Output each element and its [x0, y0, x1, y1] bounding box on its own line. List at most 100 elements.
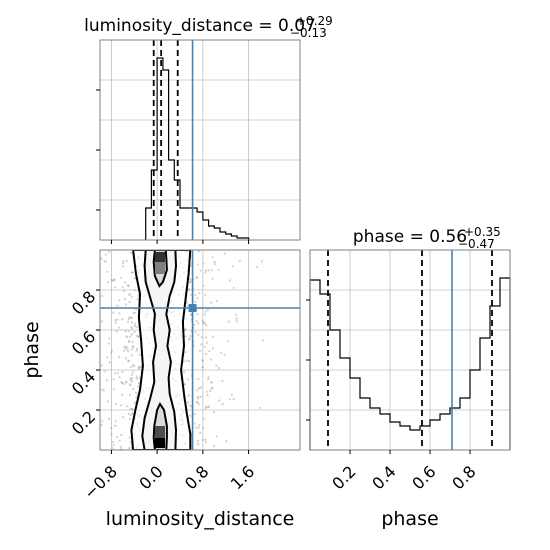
truth-marker — [188, 304, 197, 312]
scatter-point — [188, 337, 191, 340]
scatter-point — [128, 293, 131, 296]
scatter-point — [195, 401, 199, 404]
scatter-point — [94, 334, 96, 336]
scatter-point — [215, 299, 218, 303]
scatter-point — [126, 350, 130, 353]
phase-title-prefix: phase = — [353, 227, 429, 247]
scatter-point — [131, 371, 134, 374]
scatter-point — [125, 335, 128, 338]
scatter-point — [122, 265, 125, 268]
scatter-point — [208, 349, 211, 353]
scatter-point — [196, 389, 199, 392]
scatter-point — [112, 388, 115, 391]
scatter-point — [136, 334, 139, 338]
scatter-point — [223, 252, 227, 255]
scatter-point — [131, 340, 134, 344]
scatter-point — [256, 266, 259, 269]
scatter-point — [203, 322, 206, 326]
joint-y-tick-label: 0.6 — [68, 327, 99, 358]
scatter-point — [133, 365, 136, 368]
scatter-point — [136, 298, 139, 301]
scatter-point — [194, 293, 197, 296]
scatter-point — [204, 441, 207, 444]
scatter-point — [203, 417, 206, 420]
scatter-point — [118, 376, 121, 379]
scatter-point — [189, 335, 192, 338]
scatter-point — [86, 447, 88, 449]
scatter-point — [127, 330, 130, 333]
scatter-point — [96, 269, 98, 271]
scatter-point — [129, 384, 132, 387]
scatter-point — [118, 356, 121, 359]
scatter-point — [130, 316, 133, 319]
scatter-point — [106, 400, 109, 403]
scatter-point — [199, 386, 202, 389]
scatter-point — [134, 391, 138, 394]
scatter-point — [203, 345, 206, 348]
joint-frame — [99, 249, 301, 451]
scatter-point — [110, 278, 113, 281]
scatter-point — [201, 438, 205, 442]
scatter-point — [115, 330, 118, 333]
scatter-point — [188, 288, 191, 291]
scatter-point — [189, 281, 192, 284]
scatter-point — [94, 435, 96, 437]
scatter-point — [130, 271, 133, 274]
scatter-point — [131, 271, 134, 274]
scatter-point — [206, 308, 209, 311]
scatter-point — [204, 293, 207, 296]
scatter-point — [195, 320, 198, 323]
scatter-point — [235, 320, 238, 323]
scatter-point — [210, 381, 213, 384]
scatter-point — [106, 356, 109, 359]
scatter-point — [108, 250, 111, 253]
scatter-point — [126, 336, 129, 339]
scatter-point — [211, 347, 215, 350]
scatter-point — [112, 444, 115, 447]
scatter-point — [215, 364, 218, 367]
scatter-point — [135, 375, 138, 378]
scatter-point — [197, 403, 200, 406]
scatter-point — [108, 337, 111, 340]
scatter-point — [130, 333, 133, 336]
scatter-point — [137, 367, 141, 370]
scatter-point — [123, 281, 127, 284]
scatter-point — [197, 397, 200, 400]
scatter-point — [120, 276, 123, 279]
scatter-point — [110, 433, 113, 436]
scatter-point — [130, 295, 133, 298]
scatter-point — [101, 388, 104, 391]
scatter-point — [100, 320, 103, 323]
scatter-point — [204, 269, 207, 272]
density-cell — [155, 262, 165, 274]
scatter-point — [213, 260, 216, 263]
scatter-point — [100, 423, 103, 426]
scatter-point — [127, 359, 130, 362]
scatter-point — [210, 387, 213, 390]
phase-title: phase = 0.56 — [353, 227, 467, 247]
scatter-point — [204, 438, 207, 441]
scatter-point — [113, 286, 117, 289]
scatter-point — [129, 377, 132, 380]
scatter-point — [97, 431, 99, 433]
scatter-point — [121, 318, 124, 321]
scatter-point — [185, 359, 188, 362]
scatter-point — [119, 446, 122, 449]
scatter-point — [202, 284, 205, 287]
scatter-point — [121, 260, 124, 263]
scatter-point — [125, 345, 128, 348]
scatter-point — [135, 396, 138, 399]
scatter-point — [137, 366, 140, 369]
scatter-point — [217, 268, 220, 271]
scatter-point — [100, 364, 103, 367]
scatter-point — [113, 278, 116, 281]
scatter-point — [198, 424, 201, 427]
scatter-point — [132, 311, 135, 314]
scatter-point — [124, 357, 127, 360]
scatter-point — [186, 401, 190, 404]
scatter-point — [210, 358, 213, 361]
luminosity-distance-title-value: 0.07 — [278, 16, 316, 36]
scatter-point — [102, 389, 105, 392]
joint-y-tick-label: 0.2 — [68, 407, 99, 438]
